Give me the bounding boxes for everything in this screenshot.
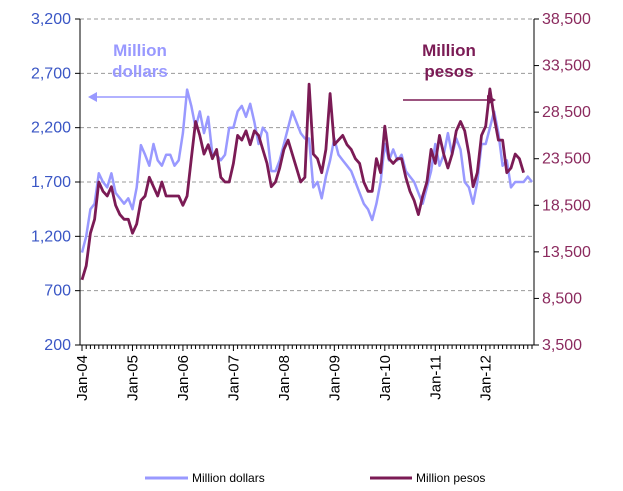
x-tick-label: Jan-12 <box>478 355 495 401</box>
left-tick-label: 2,200 <box>31 120 71 137</box>
x-tick-label: Jan-04 <box>74 355 91 401</box>
annotation-dollars: Million dollars <box>112 41 168 81</box>
left-tick-label: 3,200 <box>31 11 71 28</box>
legend-label: Million pesos <box>416 471 485 485</box>
legend-label: Million dollars <box>192 471 265 485</box>
right-tick-label: 18,500 <box>542 197 591 214</box>
x-tick-label: Jan-06 <box>175 355 192 401</box>
left-axis-ticks: 200 700 1,200 1,700 2,200 2,700 3,200 <box>31 11 80 354</box>
right-tick-label: 3,500 <box>542 337 582 354</box>
series-lines <box>80 82 533 281</box>
arrow-right-head <box>487 95 496 105</box>
x-tick-label: Jan-05 <box>124 355 141 401</box>
annotations: Million dollars Million pesos <box>88 41 496 105</box>
left-tick-label: 700 <box>44 283 71 300</box>
x-tick-label: Jan-09 <box>326 355 343 401</box>
x-tick-label: Jan-08 <box>276 355 293 401</box>
series-line-million-pesos <box>80 82 525 281</box>
annotation-pesos: Million pesos <box>422 41 476 81</box>
x-tick-label: Jan-11 <box>427 355 444 400</box>
x-axis-ticks: Jan-04 Jan-05 Jan-06 Jan-07 Jan-08 Jan-09 Jan-… <box>74 345 533 401</box>
right-tick-label: 38,500 <box>542 11 591 28</box>
arrow-left-head <box>88 92 97 102</box>
legend: Million dollars Million pesos <box>145 471 485 485</box>
left-tick-label: 200 <box>44 337 71 354</box>
right-axis-ticks: 3,500 8,500 13,500 18,500 23,500 28,500 33,500… <box>534 11 591 354</box>
right-tick-label: 13,500 <box>542 244 591 261</box>
right-tick-label: 8,500 <box>542 290 582 307</box>
left-tick-label: 1,700 <box>31 174 71 191</box>
right-tick-label: 28,500 <box>542 104 591 121</box>
right-tick-label: 23,500 <box>542 151 591 168</box>
x-tick-label: Jan-07 <box>225 355 242 401</box>
right-tick-label: 33,500 <box>542 58 591 75</box>
left-tick-label: 2,700 <box>31 65 71 82</box>
x-tick-label: Jan-10 <box>377 355 394 401</box>
left-tick-label: 1,200 <box>31 228 71 245</box>
